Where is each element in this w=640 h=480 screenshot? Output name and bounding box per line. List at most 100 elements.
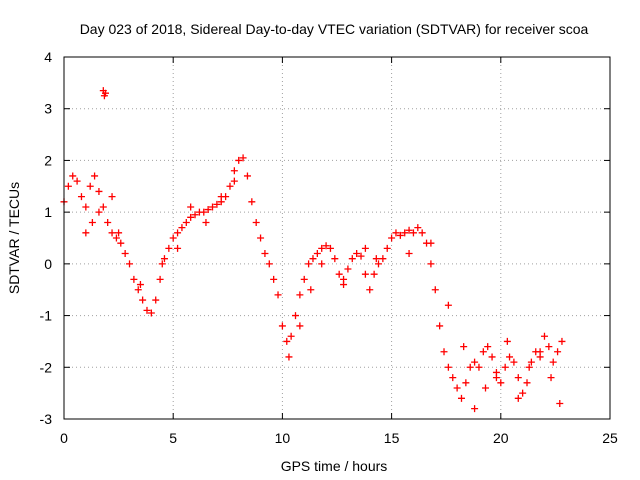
data-series [60,87,566,413]
data-point [101,89,109,97]
data-point [200,208,208,216]
data-point [326,244,334,252]
data-point [444,363,452,371]
data-point [278,322,286,330]
data-point [510,358,518,366]
data-point [91,172,99,180]
data-point [305,260,313,268]
data-point [174,229,182,237]
data-point [361,270,369,278]
data-point [95,208,103,216]
data-point [379,255,387,263]
data-point [152,296,160,304]
data-point [257,234,265,242]
data-point [209,203,217,211]
data-point [174,244,182,252]
data-point [488,353,496,361]
data-point [64,182,72,190]
y-tick-label: 1 [44,204,52,220]
data-point [169,234,177,242]
data-point [370,270,378,278]
data-point [340,281,348,289]
data-point [444,301,452,309]
y-tick-label: 2 [44,152,52,168]
data-point [554,348,562,356]
x-tick-label: 25 [602,430,618,446]
y-tick-label: -2 [40,359,53,375]
grid [64,57,610,419]
data-point [108,229,116,237]
data-point [374,260,382,268]
data-point [331,255,339,263]
data-point [431,286,439,294]
data-point [388,234,396,242]
data-point [108,193,116,201]
data-point [383,244,391,252]
data-point [353,250,361,258]
data-point [178,224,186,232]
x-tick-label: 10 [275,430,291,446]
data-point [427,260,435,268]
data-point [99,203,107,211]
data-point [187,203,195,211]
data-point [440,348,448,356]
data-point [547,374,555,382]
x-tick-label: 15 [384,430,400,446]
data-point [217,193,225,201]
data-point [285,353,293,361]
data-point [482,384,490,392]
data-point [313,250,321,258]
data-point [460,343,468,351]
data-point [462,379,470,387]
data-point [230,177,238,185]
x-tick-label: 20 [493,430,509,446]
y-tick-label: -1 [40,308,53,324]
data-point [503,337,511,345]
data-point [296,322,304,330]
data-point [235,156,243,164]
data-point [270,275,278,283]
x-tick-label: 5 [169,430,177,446]
data-point [471,358,479,366]
data-point [492,374,500,382]
data-point [318,260,326,268]
data-point [514,374,522,382]
data-point [158,260,166,268]
data-point [117,239,125,247]
data-point [484,343,492,351]
y-tick-label: 3 [44,101,52,117]
data-point [134,286,142,294]
data-point [540,332,548,340]
y-tick-label: 4 [44,49,52,65]
data-point [525,363,533,371]
data-point [191,211,199,219]
data-point [536,348,544,356]
data-point [300,275,308,283]
data-point [88,218,96,226]
data-point [335,270,343,278]
data-point [73,177,81,185]
data-point [283,337,291,345]
data-point [348,255,356,263]
axis-ticks: 0 5 10 15 20 25 -3 -2 -1 0 1 2 3 4 [40,49,618,446]
data-point [136,281,144,289]
data-point [115,229,123,237]
data-point [86,182,94,190]
data-point [322,242,330,250]
data-point [366,286,374,294]
data-point [292,312,300,320]
data-point [243,172,251,180]
data-point [104,218,112,226]
data-point [130,275,138,283]
data-point [77,193,85,201]
data-point [143,306,151,314]
data-point [265,260,273,268]
data-point [405,250,413,258]
data-point [501,363,509,371]
data-point [147,309,155,317]
plot-frame [63,56,611,420]
data-point [506,353,514,361]
data-point [160,255,168,263]
data-point [449,374,457,382]
